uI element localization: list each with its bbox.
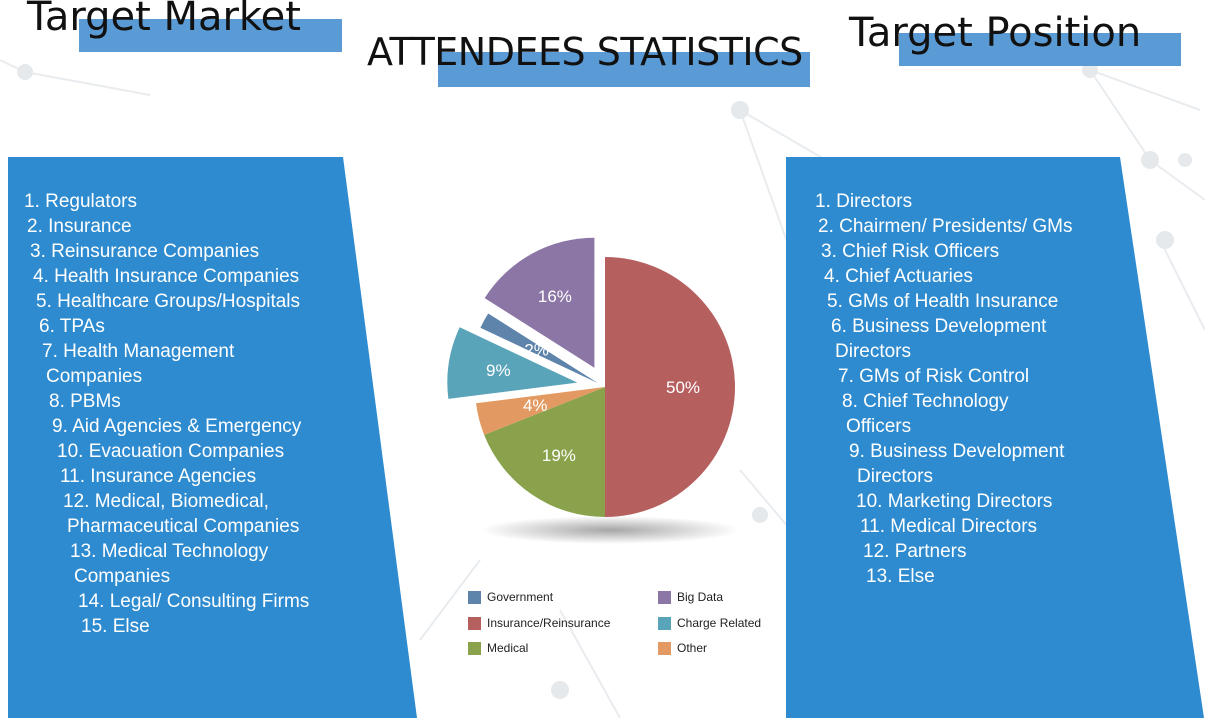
target-market-item: 6. TPAs	[39, 316, 105, 337]
target-position-item: 2. Chairmen/ Presidents/ GMs	[818, 216, 1073, 237]
legend-item-charge-related: Charge Related	[658, 614, 761, 632]
target-market-panel-shape	[8, 157, 417, 718]
target-market-item: 1. Regulators	[24, 191, 138, 212]
pie-slice-charge-related	[447, 327, 578, 399]
pie-data-label: 50%	[666, 378, 700, 397]
pie-slice-insurance-reinsurance	[605, 257, 735, 517]
target-position-item: 12. Partners	[863, 541, 967, 562]
pie-shadow	[480, 516, 740, 544]
target-position-item: 1. Directors	[815, 191, 913, 212]
legend-swatch	[658, 641, 671, 655]
chart-legend: Government Big Data Insurance/Reinsuranc…	[468, 588, 808, 668]
target-position-item: 9. Business Development	[849, 441, 1065, 462]
legend-label: Medical	[487, 641, 529, 655]
legend-swatch	[468, 590, 481, 604]
target-market-item: 13. Medical Technology	[70, 541, 269, 562]
target-position-panel: 1. Directors 2. Chairmen/ Presidents/ GM…	[780, 0, 1205, 718]
target-market-item: 4. Health Insurance Companies	[33, 266, 300, 287]
target-market-item: 5. Healthcare Groups/Hospitals	[36, 291, 301, 312]
target-market-title: Target Market	[27, 0, 301, 40]
legend-label: Other	[677, 641, 708, 655]
legend-swatch	[468, 616, 481, 630]
legend-swatch	[658, 590, 671, 604]
pie-data-label: 4%	[523, 396, 548, 415]
target-position-item: Directors	[835, 341, 912, 362]
target-position-item: Officers	[846, 416, 912, 437]
pie-slice-government	[480, 313, 598, 384]
pie-slices	[447, 237, 735, 517]
legend-label: Government	[487, 590, 554, 604]
target-market-item: 2. Insurance	[27, 216, 132, 237]
target-market-item: Pharmaceutical Companies	[67, 516, 300, 537]
legend-label: Insurance/Reinsurance	[487, 616, 611, 630]
pie-labels: 50% 19% 4% 9% 2% 16%	[486, 287, 700, 465]
target-position-heading-bar	[899, 33, 1181, 66]
pie-data-label: 19%	[542, 446, 576, 465]
legend-item-big-data: Big Data	[658, 588, 723, 606]
target-market-item: 3. Reinsurance Companies	[30, 241, 260, 262]
target-position-item: 11. Medical Directors	[860, 516, 1038, 537]
legend-item-medical: Medical	[468, 639, 528, 657]
target-position-item: 5. GMs of Health Insurance	[827, 291, 1059, 312]
legend-item-insurance-reinsurance: Insurance/Reinsurance	[468, 614, 610, 632]
pie-data-label: 16%	[538, 287, 572, 306]
target-position-panel-shape	[786, 157, 1204, 718]
target-market-item: Companies	[74, 566, 171, 587]
pie-data-label: 9%	[486, 361, 511, 380]
target-market-item: 7. Health Management	[42, 341, 235, 362]
target-market-heading-bar	[79, 19, 342, 52]
chart-title: ATTENDEES STATISTICS	[367, 30, 803, 74]
legend-label: Big Data	[677, 590, 724, 604]
target-position-item: Directors	[857, 466, 934, 487]
target-market-item: 15. Else	[81, 616, 150, 637]
pie-slice-medical	[484, 387, 605, 517]
target-market-panel: 1. Regulators 2. Insurance 3. Reinsuranc…	[0, 0, 430, 718]
target-market-item: 8. PBMs	[49, 391, 121, 412]
target-position-item: 4. Chief Actuaries	[824, 266, 973, 287]
target-market-item: 10. Evacuation Companies	[57, 441, 285, 462]
target-market-item: 14. Legal/ Consulting Firms	[78, 591, 310, 612]
target-market-item: 11. Insurance Agencies	[60, 466, 257, 487]
legend-item-other: Other	[658, 639, 707, 657]
target-market-item: 9. Aid Agencies & Emergency	[52, 416, 302, 437]
chart-title-bar	[438, 52, 810, 87]
target-position-item: 13. Else	[866, 566, 935, 587]
target-position-item: 3. Chief Risk Officers	[821, 241, 1000, 262]
pie-data-label: 2%	[524, 340, 549, 359]
target-position-item: 8. Chief Technology	[842, 391, 1009, 412]
target-position-item: 10. Marketing Directors	[856, 491, 1053, 512]
target-position-title: Target Position	[849, 10, 1142, 56]
legend-label: Charge Related	[677, 616, 762, 630]
legend-item-government: Government	[468, 588, 553, 606]
legend-swatch	[658, 616, 671, 630]
target-position-item: 7. GMs of Risk Control	[838, 366, 1030, 387]
pie-slice-other	[476, 387, 605, 435]
target-position-item: 6. Business Development	[831, 316, 1047, 337]
attendees-pie-chart: 50% 19% 4% 9% 2% 16%	[447, 237, 740, 544]
target-market-item: Companies	[46, 366, 143, 387]
target-market-item: 12. Medical, Biomedical,	[63, 491, 269, 512]
legend-swatch	[468, 641, 481, 655]
pie-slice-big-data	[484, 237, 595, 368]
